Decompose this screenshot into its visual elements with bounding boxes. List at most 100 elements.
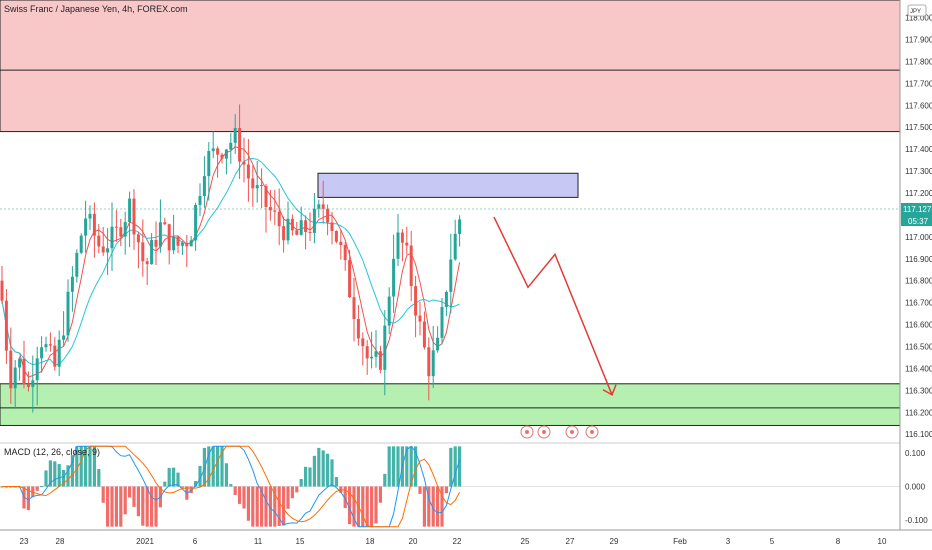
candle-body — [0, 280, 4, 301]
macd-histogram-bar — [396, 446, 400, 487]
macd-histogram-bar — [53, 461, 57, 487]
macd-histogram-bar — [202, 447, 206, 487]
candle-body — [238, 128, 242, 162]
macd-histogram-bar — [440, 486, 444, 527]
macd-histogram-bar — [317, 447, 321, 487]
candle-body — [387, 296, 391, 326]
macd-histogram-bar — [84, 446, 88, 487]
macd-histogram-bar — [97, 469, 101, 487]
price-tick-label: 116.700 — [905, 299, 932, 308]
candle-body — [365, 346, 369, 359]
price-tick-label: 117.000 — [905, 233, 932, 242]
macd-histogram-bar — [198, 465, 202, 487]
macd-histogram-bar — [110, 486, 114, 527]
candle-body — [449, 259, 453, 292]
candle-body — [4, 300, 8, 351]
support-zone — [0, 383, 901, 426]
macd-histogram-bar — [62, 469, 66, 487]
projection-line — [493, 216, 613, 396]
time-tick-label: 29 — [610, 537, 619, 546]
macd-histogram-bar — [224, 463, 228, 487]
candle-body — [35, 358, 39, 381]
macd-histogram-bar — [260, 486, 264, 527]
macd-histogram-bar — [330, 459, 334, 487]
candle-body — [123, 221, 127, 237]
event-marker-dot — [525, 430, 529, 434]
candle-body — [172, 237, 176, 251]
candle-body — [211, 148, 215, 152]
candle-body — [9, 350, 13, 389]
event-marker-dot — [542, 430, 546, 434]
event-markers — [520, 425, 599, 439]
candle-body — [374, 351, 378, 357]
macd-pane — [0, 442, 900, 528]
macd-histogram-bar — [44, 470, 48, 487]
candle-body — [48, 344, 52, 346]
price-tick-label: 116.800 — [905, 277, 932, 286]
candle-body — [106, 248, 110, 253]
price-tick-label: 116.600 — [905, 321, 932, 330]
candle-body — [198, 195, 202, 205]
macd-histogram-bar — [238, 486, 242, 504]
ma-slow-line — [1, 157, 460, 366]
macd-histogram-bar — [361, 486, 365, 527]
price-tick-label: 117.700 — [905, 79, 932, 88]
macd-histogram-bar — [176, 472, 180, 487]
candle-body — [207, 151, 211, 177]
time-tick-label: 11 — [254, 537, 263, 546]
macd-histogram-bar — [304, 466, 308, 487]
macd-histogram-bar — [348, 486, 352, 525]
candle-body — [268, 206, 272, 211]
macd-histogram-bar — [326, 453, 330, 487]
macd-histogram-bar — [414, 446, 418, 487]
macd-histogram-bar — [321, 450, 325, 487]
macd-histogram-bar — [343, 486, 347, 509]
candle-body — [185, 242, 189, 247]
price-tick-label: 117.500 — [905, 123, 932, 132]
candle-body — [348, 260, 352, 298]
time-tick-label: 22 — [453, 537, 462, 546]
candle-body — [66, 291, 70, 336]
candle-body — [26, 384, 30, 387]
macd-histogram-bar — [246, 486, 250, 521]
candle-body — [330, 222, 334, 231]
candle-body — [453, 233, 457, 260]
candle-body — [176, 237, 180, 246]
macd-histogram-bar — [444, 486, 448, 494]
macd-histogram-bar — [167, 467, 171, 487]
macd-histogram-bar — [180, 486, 184, 488]
price-tick-label: 117.200 — [905, 189, 932, 198]
currency-badge — [907, 4, 927, 17]
countdown-badge — [901, 214, 932, 226]
candle-body — [255, 184, 259, 189]
candle-body — [145, 261, 149, 265]
candle-body — [97, 235, 101, 247]
macd-histogram-bar — [150, 486, 154, 527]
candle-body — [260, 184, 264, 187]
candle-body — [383, 325, 387, 370]
macd-histogram-bar — [352, 486, 356, 527]
macd-histogram-bar — [26, 486, 30, 511]
time-tick-label: Feb — [673, 537, 687, 546]
candle-body — [361, 338, 365, 347]
macd-histogram-bar — [308, 467, 312, 487]
candle-body — [31, 380, 35, 387]
macd-histogram-bar — [119, 486, 123, 527]
price-tick-label: 117.400 — [905, 145, 932, 154]
candle-body — [167, 224, 171, 251]
macd-histogram-bar — [132, 486, 136, 507]
macd-histogram-bar — [242, 486, 246, 509]
macd-histogram-bar — [436, 486, 440, 527]
time-tick-label: 28 — [56, 537, 65, 546]
candle-body — [299, 220, 303, 235]
macd-histogram-bar — [141, 486, 145, 526]
macd-histogram-bar — [75, 446, 79, 487]
macd-tick-label: -0.100 — [905, 516, 928, 525]
candle-body — [53, 345, 57, 367]
currency-badge-label: JPY — [910, 9, 921, 15]
candle-body — [427, 347, 431, 377]
macd-histogram-bar — [286, 486, 290, 509]
candle-body — [370, 356, 374, 359]
